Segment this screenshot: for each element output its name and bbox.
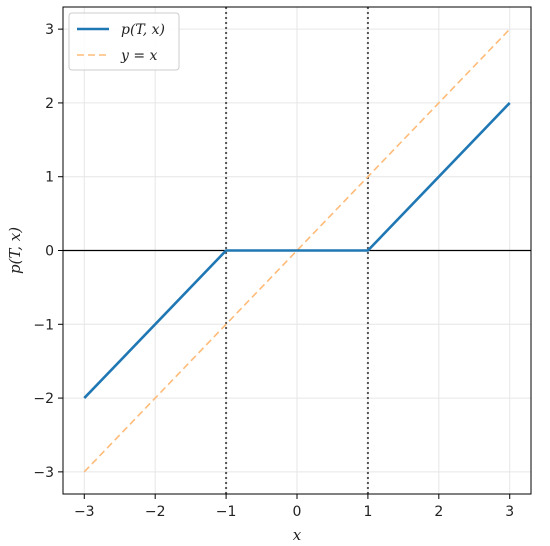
legend: p(T, x) y = x [68, 12, 180, 71]
x-tick-label-3: 0 [293, 504, 302, 520]
y-axis-label: p(T, x) [6, 227, 24, 274]
y-tick-label-1: −2 [33, 391, 54, 407]
x-tick-label-5: 2 [434, 504, 443, 520]
series-line-identity [83, 28, 511, 473]
y-tick-label-5: 2 [45, 96, 54, 112]
y-tick-label-4: 1 [45, 170, 54, 186]
legend-label-identity: y = x [120, 48, 158, 64]
y-tick-label-0: −3 [33, 465, 54, 481]
y-tick-label-2: −1 [33, 317, 54, 333]
legend-label-p: p(T, x) [121, 22, 165, 38]
series-line-p [83, 102, 511, 399]
x-axis-label: x [293, 526, 302, 544]
legend-box [68, 12, 180, 71]
y-tick-label-6: 3 [45, 22, 54, 38]
tick-layer: −3 −2 −1 0 1 2 3 −3 −2 −1 0 1 2 3 [33, 22, 514, 520]
y-tick-label-3: 0 [45, 244, 54, 260]
x-tick-label-6: 3 [505, 504, 514, 520]
series-layer [83, 28, 511, 473]
x-tick-label-4: 1 [363, 504, 372, 520]
x-tick-label-2: −1 [216, 504, 237, 520]
x-tick-label-1: −2 [145, 504, 166, 520]
x-tick-label-0: −3 [74, 504, 95, 520]
